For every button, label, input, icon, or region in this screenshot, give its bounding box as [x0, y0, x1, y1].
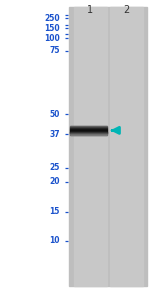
Bar [74, 7, 106, 286]
Text: 10: 10 [50, 236, 60, 245]
Text: 2: 2 [123, 5, 129, 15]
Text: 37: 37 [49, 130, 60, 139]
Bar [70, 128, 107, 129]
Bar [70, 132, 107, 133]
Bar [70, 130, 107, 131]
Bar [70, 127, 107, 128]
Bar [70, 129, 107, 130]
Text: 1: 1 [87, 5, 93, 15]
Text: 15: 15 [50, 207, 60, 216]
Bar [70, 131, 107, 132]
Text: 250: 250 [44, 14, 60, 23]
Text: 75: 75 [50, 46, 60, 55]
Bar [70, 134, 107, 135]
Text: 20: 20 [50, 177, 60, 186]
Bar [110, 7, 142, 286]
Bar [70, 133, 107, 134]
Text: 100: 100 [44, 34, 60, 42]
Bar [70, 126, 107, 127]
Text: 50: 50 [50, 110, 60, 119]
Text: 25: 25 [50, 163, 60, 172]
Text: 150: 150 [44, 24, 60, 33]
Bar [69, 7, 147, 286]
